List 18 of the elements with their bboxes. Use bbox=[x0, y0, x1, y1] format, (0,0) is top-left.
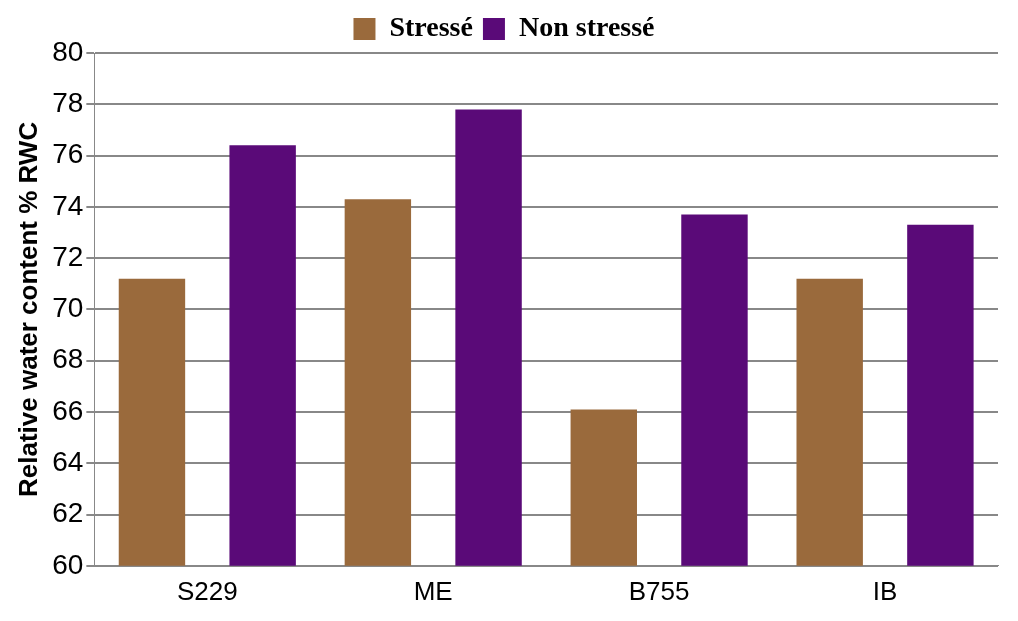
y-tick-label: 70 bbox=[52, 292, 84, 324]
x-tick-label: IB bbox=[872, 575, 898, 606]
y-axis-title: Relative water content % RWC bbox=[12, 121, 43, 497]
y-tick-label: 78 bbox=[52, 87, 84, 118]
y-tick-label: 72 bbox=[52, 240, 84, 272]
y-tick-label: 64 bbox=[52, 445, 84, 477]
y-tick-label: 74 bbox=[52, 189, 84, 221]
y-tick-label: 76 bbox=[52, 138, 84, 170]
x-tick-label: B755 bbox=[628, 575, 690, 606]
x-tick-label: ME bbox=[413, 575, 453, 606]
y-tick-label: 60 bbox=[52, 548, 84, 580]
y-tick-label: 68 bbox=[52, 343, 84, 375]
y-tick-label: 80 bbox=[52, 35, 84, 67]
x-tick-label: S229 bbox=[176, 575, 238, 606]
legend-label: Stressé bbox=[389, 11, 473, 43]
legend-label: Non stressé bbox=[518, 11, 655, 43]
y-tick-label: 62 bbox=[52, 497, 84, 529]
y-tick-label: 66 bbox=[52, 394, 84, 426]
